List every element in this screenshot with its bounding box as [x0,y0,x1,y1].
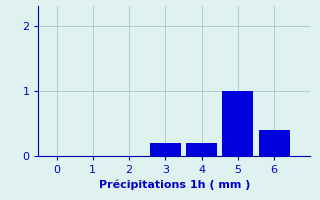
X-axis label: Précipitations 1h ( mm ): Précipitations 1h ( mm ) [99,179,250,190]
Bar [259,130,290,156]
Bar [150,143,181,156]
Bar [186,143,217,156]
Bar [222,91,253,156]
